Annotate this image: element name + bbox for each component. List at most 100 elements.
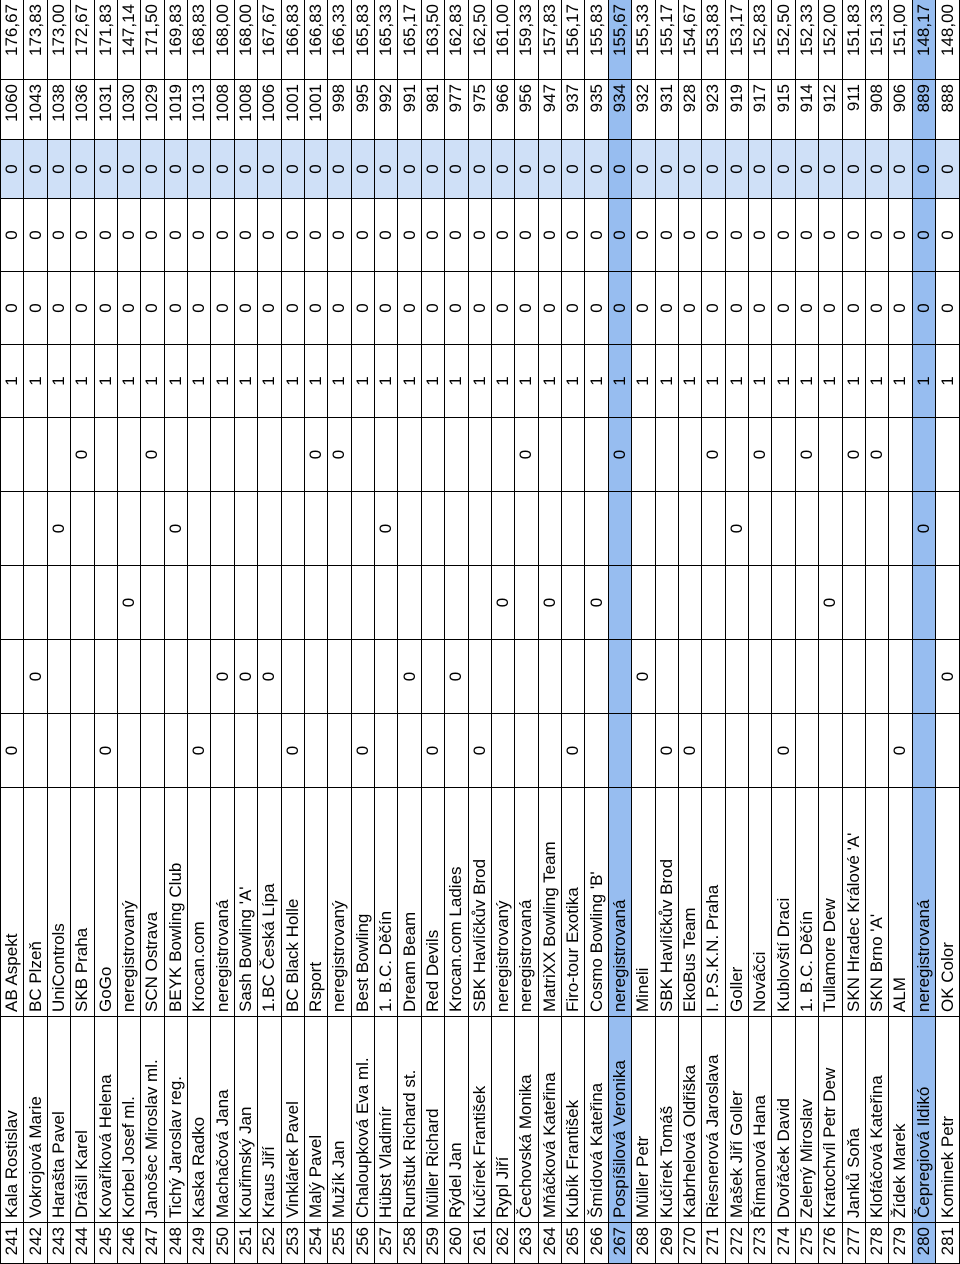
score-cell: 0	[678, 139, 702, 199]
score-cell	[187, 417, 211, 492]
total-cell: 935	[584, 79, 609, 140]
player-name-cell: Kaska Radko	[187, 1016, 211, 1223]
score-cell: 0	[608, 271, 632, 345]
score-cell	[701, 713, 726, 788]
rank-cell: 252	[257, 1222, 281, 1264]
score-cell: 0	[514, 271, 539, 345]
score-cell: 1	[748, 344, 772, 418]
score-cell: 1	[865, 344, 889, 418]
score-cell	[748, 565, 772, 640]
score-cell: 0	[421, 271, 445, 345]
average-cell: 162,50	[468, 0, 492, 80]
club-cell: Firo-tour Exotika	[561, 787, 585, 1017]
average-cell: 173,83	[23, 0, 48, 80]
rank-cell: 263	[514, 1222, 539, 1264]
score-cell	[234, 491, 258, 566]
score-cell: 0	[327, 271, 352, 345]
player-name-cell: Kraus Jiří	[257, 1016, 281, 1223]
score-cell: 0	[281, 198, 305, 272]
score-cell: 0	[444, 139, 468, 199]
score-cell: 0	[771, 139, 796, 199]
score-cell: 0	[935, 639, 960, 714]
score-cell: 0	[514, 139, 539, 199]
score-cell: 1	[70, 344, 94, 418]
table-row: 271 Riesnerová Jaroslava I. P.S.K.N. Praha…	[701, 0, 726, 1264]
table-row: 265 Kubík František Firo-tour Exotika 0 1 0 0 0…	[561, 0, 585, 1264]
score-cell	[538, 491, 562, 566]
score-cell: 0	[444, 639, 468, 714]
score-cell: 0	[655, 713, 679, 788]
score-cell: 1	[491, 344, 515, 418]
score-cell	[514, 639, 539, 714]
score-cell	[234, 713, 258, 788]
score-cell: 0	[584, 198, 609, 272]
score-cell	[47, 417, 71, 492]
score-cell	[397, 491, 422, 566]
score-cell: 1	[514, 344, 539, 418]
club-cell: SKN Hradec Králové 'A'	[842, 787, 866, 1017]
club-cell: SKB Praha	[70, 787, 94, 1017]
table-row: 253 Vinklárek Pavel BC Black Holle 0 1 0 0 0 100…	[281, 0, 305, 1264]
score-cell	[351, 639, 375, 714]
score-cell	[0, 565, 24, 640]
score-cell	[70, 491, 94, 566]
club-cell: Krocan.com Ladies	[444, 787, 468, 1017]
score-cell: 0	[0, 713, 24, 788]
score-cell: 1	[842, 344, 866, 418]
score-cell: 0	[468, 271, 492, 345]
score-cell: 0	[912, 491, 936, 566]
club-cell: Krocan.com	[187, 787, 211, 1017]
score-cell: 1	[327, 344, 352, 418]
score-cell: 0	[771, 271, 796, 345]
score-cell: 1	[444, 344, 468, 418]
total-cell: 915	[771, 79, 796, 140]
total-cell: 981	[421, 79, 445, 140]
player-name-cell: Hübst Vladimír	[374, 1016, 398, 1223]
score-cell: 0	[538, 139, 562, 199]
score-cell: 0	[70, 139, 94, 199]
score-cell: 0	[234, 139, 258, 199]
score-cell	[351, 417, 375, 492]
table-row: 279 Žídek Marek ALM 0 1 0 0 0 906 151,00	[888, 0, 913, 1264]
average-cell: 171,50	[140, 0, 165, 80]
total-cell: 1001	[281, 79, 305, 140]
score-cell: 0	[748, 271, 772, 345]
score-cell: 0	[795, 198, 819, 272]
score-cell: 0	[818, 565, 842, 640]
score-cell	[818, 713, 842, 788]
table-row: 280 Čepregiová Ildikó neregistrovaná 0 1 0 0 0 8…	[912, 0, 936, 1264]
score-cell	[94, 491, 118, 566]
score-cell: 0	[374, 271, 398, 345]
score-cell	[608, 565, 632, 640]
score-cell	[421, 565, 445, 640]
score-cell	[514, 565, 539, 640]
score-cell: 0	[94, 713, 118, 788]
score-cell: 0	[608, 139, 632, 199]
score-cell	[608, 713, 632, 788]
total-cell: 1030	[117, 79, 141, 140]
score-cell	[842, 713, 866, 788]
club-cell: UniControls	[47, 787, 71, 1017]
score-cell: 0	[164, 491, 188, 566]
score-cell: 0	[187, 271, 211, 345]
player-name-cell: Müller Petr	[631, 1016, 655, 1223]
score-cell	[0, 639, 24, 714]
player-name-cell: Drášil Karel	[70, 1016, 94, 1223]
score-cell: 0	[888, 198, 913, 272]
player-name-cell: Kubík František	[561, 1016, 585, 1223]
score-cell: 1	[888, 344, 913, 418]
score-cell	[561, 417, 585, 492]
rank-cell: 256	[351, 1222, 375, 1264]
score-cell	[397, 565, 422, 640]
score-cell: 0	[725, 139, 749, 199]
score-cell	[421, 639, 445, 714]
score-cell	[0, 417, 24, 492]
player-name-cell: Kučírek František	[468, 1016, 492, 1223]
score-cell: 0	[444, 198, 468, 272]
score-cell: 0	[818, 271, 842, 345]
score-cell	[748, 713, 772, 788]
score-cell: 0	[304, 198, 328, 272]
player-name-cell: Mašek Jiří Goller	[725, 1016, 749, 1223]
score-cell: 0	[397, 639, 422, 714]
